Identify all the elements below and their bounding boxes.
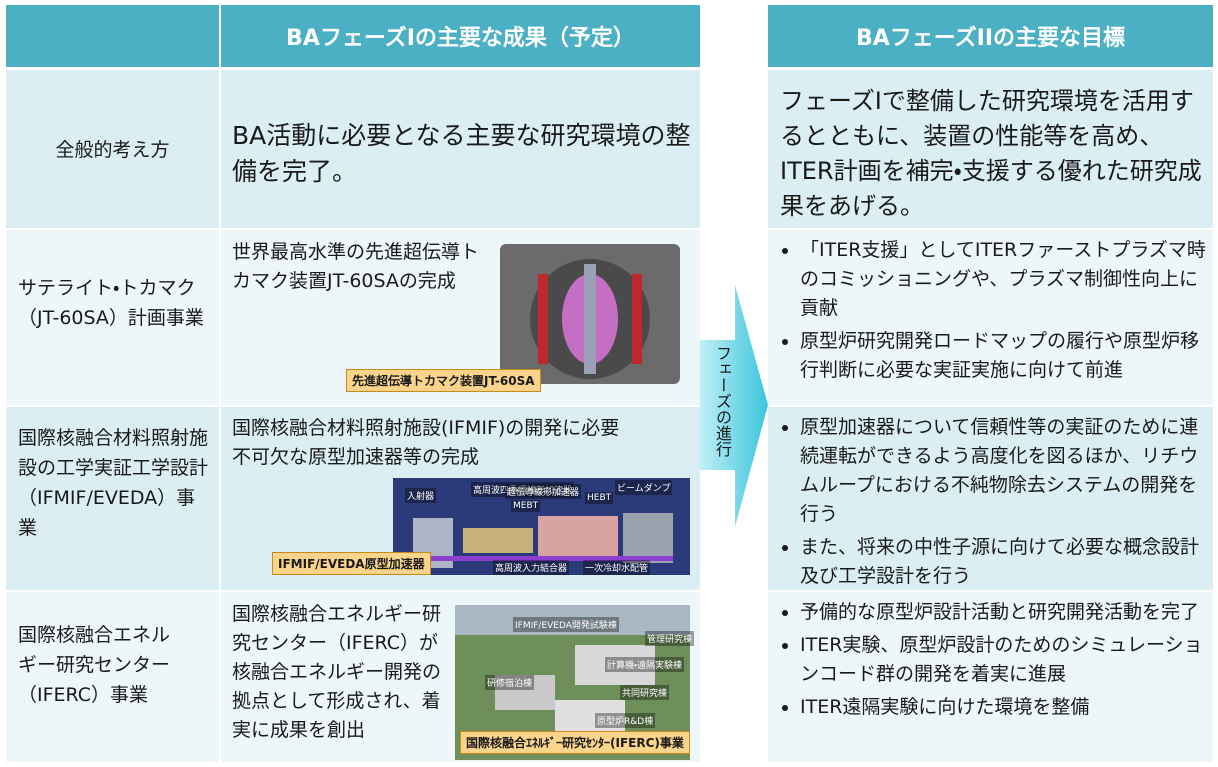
image-caption: 国際核融合ｴﾈﾙｷﾞｰ研究ｾﾝﾀｰ(IFERC)事業 xyxy=(460,731,690,754)
image-label: 入射器 xyxy=(405,488,437,503)
phase1-text: BA活動に必要となる主要な研究環境の整備を完了。 xyxy=(232,121,691,186)
goal-item: 「ITER支援」としてITERファーストプラズマ時のコミッショニングや、プラズマ… xyxy=(800,236,1210,323)
header-phase2: BAフェーズIIの主要な目標 xyxy=(768,5,1213,67)
cell xyxy=(768,230,1213,405)
goal-item: ITER遠隔実験に向けた環境を整備 xyxy=(800,693,1210,722)
cell xyxy=(6,70,219,228)
cell xyxy=(6,407,219,590)
phase1-text: 国際核融合エネルギー研究センター（IFERC）が核融合エネルギー開発の拠点として… xyxy=(232,603,442,741)
cell xyxy=(221,70,700,228)
header-phase1: BAフェーズIの主要な成果（予定） xyxy=(221,5,700,67)
image-caption: 先進超伝導トカマク装置JT-60SA xyxy=(346,369,541,392)
cell xyxy=(6,230,219,405)
goal-item: 原型加速器について信頼性等の実証のために連続運転ができるよう高度化を図るほか、リ… xyxy=(800,413,1210,529)
image-label: HEBT xyxy=(585,492,614,504)
image-label: 研修宿泊棟 xyxy=(485,675,535,690)
tokamak-image xyxy=(500,244,680,384)
cell xyxy=(768,592,1213,762)
cell xyxy=(768,407,1213,590)
phase1-text: 国際核融合材料照射施設(IFMIF)の開発に必要不可欠な原型加速器等の完成 xyxy=(232,417,620,468)
goal-item: また、将来の中性子源に向けて必要な概念設計及び工学設計を行う xyxy=(800,533,1210,591)
image-label: 高周波四重極線形加速器 xyxy=(471,482,575,497)
image-label: ビームダンプ xyxy=(615,480,673,495)
goal-list: 原型加速器について信頼性等の実証のために連続運転ができるよう高度化を図るほか、リ… xyxy=(778,413,1210,595)
phase-arrow xyxy=(700,285,768,527)
image-label: IFMIF/EVEDA開発試験棟 xyxy=(513,617,619,632)
image-label: MEBT xyxy=(511,500,541,512)
header-blank xyxy=(6,5,219,67)
goal-list: 「ITER支援」としてITERファーストプラズマ時のコミッショニングや、プラズマ… xyxy=(778,236,1210,389)
image-label: 計算機・遠隔実験棟 xyxy=(605,657,685,672)
image-label: 超伝導線形加速器 xyxy=(505,484,582,499)
goal-item: 原型炉研究開発ロードマップの履行や原型炉移行判断に必要な実証実施に向けて前進 xyxy=(800,327,1210,385)
accelerator-image xyxy=(393,478,690,575)
goal-item: 予備的な原型炉設計活動と研究開発活動を完了 xyxy=(800,598,1210,627)
image-label: 共同研究棟 xyxy=(620,685,670,700)
image-caption: IFMIF/EVEDA原型加速器 xyxy=(272,552,431,575)
phase2-text: フェーズIで整備した研究環境を活用するとともに、装置の性能等を高め、ITER計画… xyxy=(780,87,1202,220)
image-label: 高周波入力結合器 xyxy=(493,560,570,575)
goal-list: 予備的な原型炉設計活動と研究開発活動を完了 ITER実験、原型炉設計のためのシミュ… xyxy=(778,598,1210,726)
arrow-label: フェーズの進行 xyxy=(713,345,732,457)
image-label: 原型炉R&D棟 xyxy=(595,713,656,728)
goal-item: ITER実験、原型炉設計のためのシミュレーションコード群の開発を着実に進展 xyxy=(800,631,1210,689)
cell xyxy=(6,592,219,762)
image-labels: IFMIF/EVEDA開発試験棟管理研究棟計算機・遠隔実験棟研修宿泊棟共同研究棟… xyxy=(455,605,695,760)
image-label: 管理研究棟 xyxy=(645,631,695,646)
row-label: 全般的考え方 xyxy=(55,139,170,161)
phase1-text: 世界最高水準の先進超伝導トカマク装置JT-60SAの完成 xyxy=(232,241,480,292)
image-label: 一次冷却水配管 xyxy=(583,560,651,575)
row-label: 国際核融合エネルギー研究センター（IFERC）事業 xyxy=(18,624,171,706)
row-label: 国際核融合材料照射施設の工学実証工学設計（IFMIF/EVEDA）事業 xyxy=(18,427,209,539)
row-label: サテライト・トカマク（JT-60SA）計画事業 xyxy=(18,277,204,329)
cell xyxy=(768,70,1213,228)
image-labels: 入射器 高周波四重極線形加速器 超伝導線形加速器 HEBT ビームダンプ MEBT 高周波入… xyxy=(393,478,690,575)
